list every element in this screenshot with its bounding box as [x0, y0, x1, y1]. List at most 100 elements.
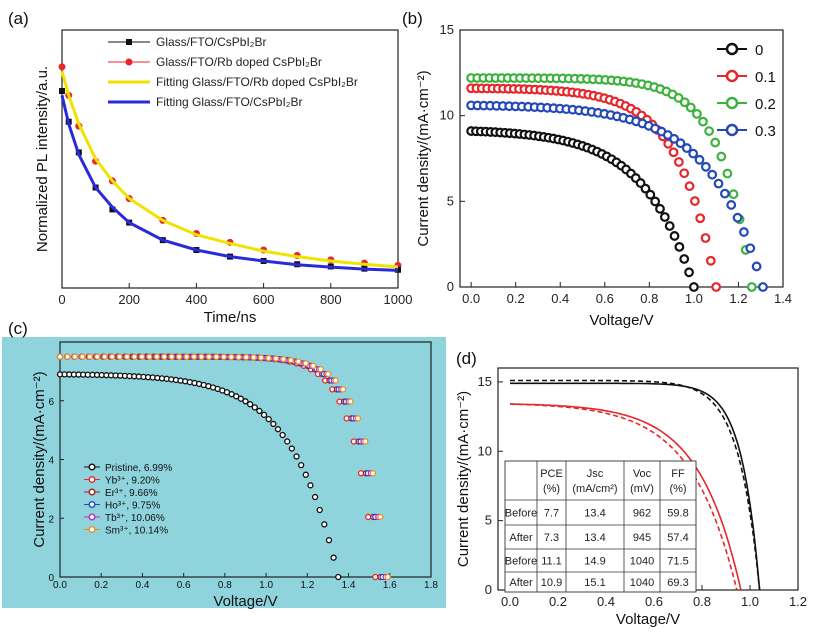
table-header: Voc	[633, 468, 652, 480]
data-point	[265, 354, 272, 362]
data-point	[694, 154, 705, 165]
data-point	[288, 445, 296, 452]
legend-marker	[88, 526, 96, 534]
x-tick-label: 1.2	[789, 594, 807, 609]
data-point	[280, 356, 287, 363]
panel-label: (b)	[402, 9, 423, 28]
y-tick-label: 15	[478, 374, 492, 389]
data-point	[59, 88, 65, 95]
data-point	[335, 573, 342, 581]
y-tick-label: 10	[440, 108, 454, 123]
x-tick-label: 400	[186, 292, 208, 307]
x-tick-label: 0.0	[462, 291, 480, 306]
legend-marker	[88, 501, 96, 509]
data-point	[719, 188, 730, 199]
data-point	[295, 358, 302, 365]
y-tick-label: 5	[447, 193, 454, 208]
x-tick-label: 0.6	[596, 291, 614, 306]
data-point	[138, 353, 146, 360]
x-tick-label: 0.0	[53, 580, 67, 591]
table-cell: 1040	[630, 577, 654, 589]
data-point	[213, 353, 220, 360]
legend-marker	[125, 58, 133, 66]
data-point	[384, 573, 391, 581]
data-point	[251, 404, 258, 411]
series-line	[60, 70, 399, 269]
x-tick-label: 0.2	[94, 580, 108, 591]
data-point	[256, 407, 263, 415]
table-cell: 59.8	[667, 508, 688, 520]
data-point	[71, 353, 79, 360]
data-point	[284, 438, 291, 445]
y-axis-label: Current density/(mA·cm⁻²)	[415, 70, 432, 246]
x-tick-label: 1.6	[383, 580, 397, 591]
data-point	[668, 147, 679, 158]
data-point	[274, 426, 282, 433]
x-tick-label: 0.6	[177, 580, 191, 591]
y-axis-label: Current density/(mA·cm⁻²)	[455, 391, 472, 567]
x-tick-label: 0.0	[501, 594, 519, 609]
data-point	[685, 102, 696, 113]
x-tick-label: 0.4	[551, 291, 569, 306]
table-header-unit: (mV)	[630, 483, 654, 495]
data-point	[272, 355, 280, 362]
data-point	[146, 353, 153, 360]
plot-frame	[61, 29, 399, 289]
y-tick-label: 2	[48, 514, 54, 525]
x-tick-label: 0.2	[507, 291, 525, 306]
table-cell: 7.7	[544, 508, 559, 520]
plot-frame	[459, 29, 784, 288]
table-row-label: Before	[505, 508, 537, 520]
legend-label: 0	[755, 42, 763, 59]
data-point	[250, 354, 257, 361]
data-point	[168, 353, 175, 360]
table-row-label: After	[509, 532, 533, 544]
table-cell: 10.9	[541, 577, 562, 589]
table-cell: 13.4	[584, 508, 605, 520]
data-point	[659, 212, 670, 222]
x-tick-label: 0.4	[597, 594, 615, 609]
x-tick-label: 1.2	[300, 580, 314, 591]
data-point	[684, 181, 695, 192]
data-point	[116, 353, 123, 360]
data-point	[339, 386, 347, 393]
panel-c: (c) 0.0 0.2 0.4 0.6 0.8 1.0 1.2 1.4 1.6 1.8 0 2 4 6 Vol…	[2, 319, 446, 610]
data-point	[324, 370, 332, 378]
table-header-unit: (%)	[543, 483, 560, 495]
data-point	[377, 513, 384, 521]
x-axis-label: Voltage/V	[616, 611, 680, 628]
data-point	[293, 453, 300, 460]
data-point	[237, 395, 245, 402]
data-point	[716, 151, 727, 162]
data-point	[655, 203, 665, 214]
panel-label: (c)	[8, 319, 28, 338]
legend-marker	[126, 39, 132, 45]
data-point	[233, 393, 240, 400]
data-point	[689, 196, 700, 206]
data-point	[246, 401, 254, 408]
table-cell: 71.5	[667, 556, 688, 568]
table-cell: 11.1	[541, 556, 562, 568]
data-point	[650, 196, 661, 207]
legend-label: Ho³⁺, 9.75%	[105, 501, 160, 512]
data-point	[58, 63, 66, 71]
data-point	[316, 506, 323, 514]
x-tick-label: 0.8	[218, 580, 232, 591]
data-point	[745, 243, 756, 254]
data-point	[673, 157, 684, 167]
legend-label: Glass/FTO/CsPbI₂Br	[156, 35, 266, 49]
data-point	[302, 471, 309, 478]
legend-label: Er³⁺, 9.66%	[105, 488, 158, 499]
table-header: Jsc	[587, 468, 604, 480]
legend-label: Yb³⁺, 9.20%	[105, 476, 160, 487]
y-tick-label: 0	[447, 279, 454, 294]
data-point	[94, 353, 101, 360]
panel-b: (b) 0.0 0.2 0.4 0.6 0.8 1.0 1.2 1.4 0 5 10 15 Voltage…	[402, 9, 792, 329]
series-line	[510, 403, 742, 591]
data-point	[347, 398, 354, 405]
legend-label: 0.2	[755, 96, 776, 113]
panel-label: (d)	[456, 349, 477, 368]
data-point	[369, 470, 376, 477]
data-point	[758, 282, 768, 292]
x-tick-label: 600	[253, 292, 275, 307]
